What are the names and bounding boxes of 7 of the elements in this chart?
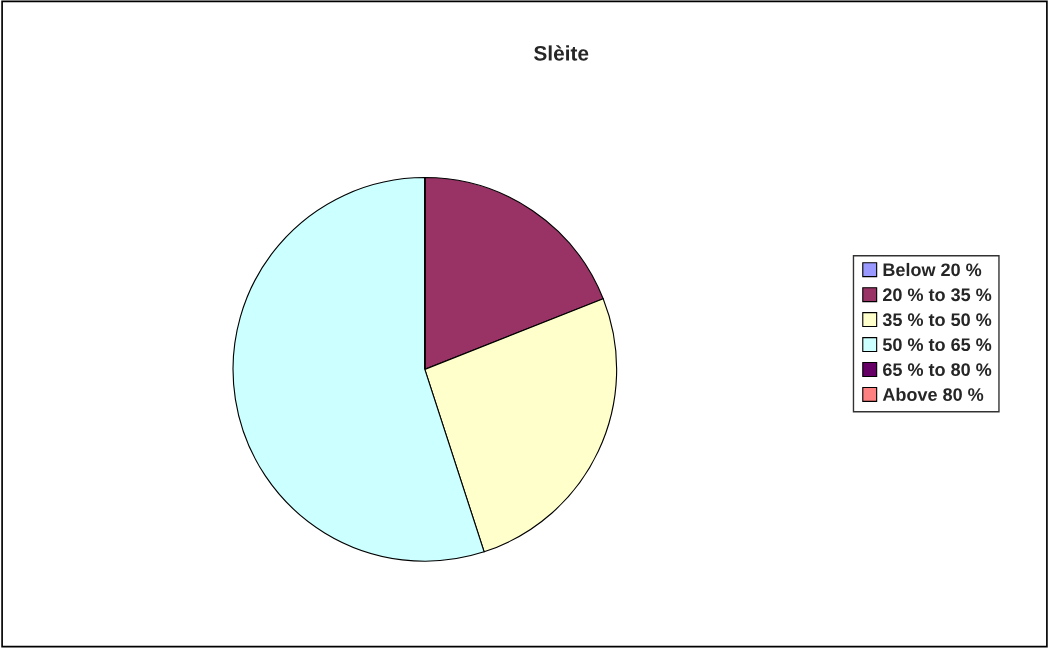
legend-label: 50 % to 65 % bbox=[882, 338, 992, 352]
legend-label: 65 % to 80 % bbox=[883, 363, 992, 376]
legend-label: Above 80 % bbox=[882, 387, 984, 401]
legend-label: 20 % to 35 % bbox=[882, 288, 992, 302]
legend-label: Below 20 % bbox=[883, 262, 982, 277]
legend-label: 35 % to 50 % bbox=[882, 313, 992, 327]
chart-title: Slèite bbox=[534, 45, 589, 61]
